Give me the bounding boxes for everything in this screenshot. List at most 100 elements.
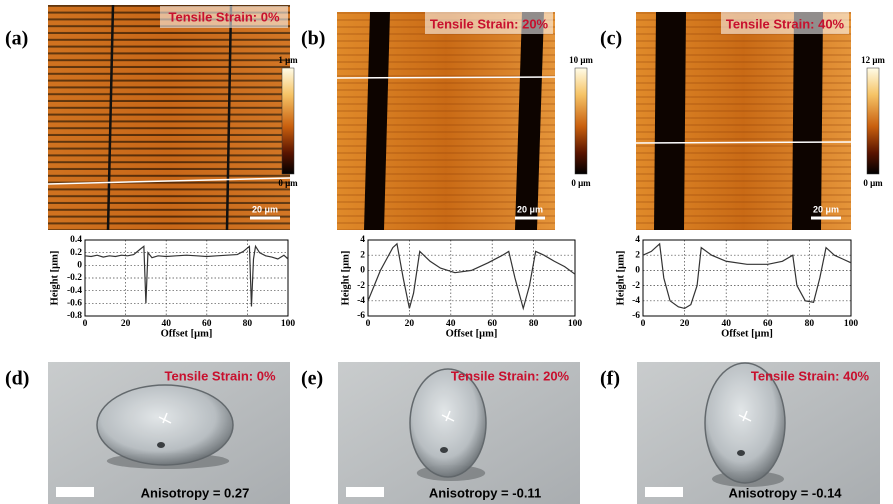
x-tick-label: 60 <box>202 319 212 329</box>
dark-band <box>364 12 390 230</box>
x-tick-label: 40 <box>446 319 456 329</box>
x-tick-label: 80 <box>805 319 815 329</box>
y-tick-label: -6 <box>357 311 365 321</box>
scale-bar-label: 20 μm <box>252 204 278 214</box>
plot-frame <box>367 239 576 317</box>
y-tick-label: 0 <box>360 266 365 276</box>
strain-label: Tensile Strain: 0% <box>168 9 279 24</box>
colorbar <box>866 67 880 175</box>
highlight <box>158 412 172 424</box>
colorbar <box>574 67 588 175</box>
droplet-spot <box>157 442 165 448</box>
y-tick-label: -0.6 <box>67 299 82 309</box>
panel-label: (c) <box>600 28 622 50</box>
y-tick-label: -6 <box>632 311 640 321</box>
colorbar-min: 0 μm <box>278 178 298 188</box>
strain-label: Tensile Strain: 40% <box>726 16 845 31</box>
dark-band <box>792 12 823 230</box>
label-box <box>160 6 288 28</box>
profile-line <box>47 177 291 185</box>
line-series <box>367 242 576 311</box>
y-axis-label: Height [μm] <box>615 251 626 306</box>
x-tick-label: 40 <box>721 319 731 329</box>
droplet <box>409 368 487 478</box>
x-tick-label: 100 <box>281 319 296 329</box>
y-tick-label: -2 <box>632 281 640 291</box>
scale-bar-label: 20 μm <box>813 204 839 214</box>
strain-label: Tensile Strain: 20% <box>430 16 549 31</box>
strain-label: Tensile Strain: 40% <box>751 368 870 383</box>
y-tick-label: -0.8 <box>67 311 82 321</box>
x-axis-label: Offset [μm] <box>161 328 213 339</box>
plot-area <box>643 240 851 316</box>
panel-label: (d) <box>5 368 29 390</box>
plot-area <box>368 240 575 316</box>
x-tick-label: 0 <box>641 319 646 329</box>
x-tick-label: 80 <box>529 319 539 329</box>
colorbar-max: 1 μm <box>278 55 298 65</box>
y-tick-label: 2 <box>635 250 640 260</box>
dark-band <box>515 12 544 230</box>
x-tick-label: 20 <box>121 319 131 329</box>
y-tick-label: -0.2 <box>67 273 82 283</box>
y-axis-label: Height [μm] <box>49 251 60 306</box>
colorbar-max: 10 μm <box>569 55 593 65</box>
x-tick-label: 20 <box>405 319 415 329</box>
x-axis-label: Offset [μm] <box>721 328 773 339</box>
profile-line <box>635 141 852 144</box>
crack <box>225 4 233 231</box>
droplet <box>704 362 786 484</box>
x-tick-label: 60 <box>763 319 773 329</box>
anisotropy-label: Anisotropy = -0.11 <box>429 485 541 500</box>
strain-label: Tensile Strain: 20% <box>451 368 570 383</box>
y-tick-label: 4 <box>635 235 640 245</box>
colorbar-min: 0 μm <box>571 178 591 188</box>
line-series <box>642 242 852 310</box>
y-tick-label: -2 <box>357 281 365 291</box>
droplet <box>96 384 234 466</box>
y-tick-label: 2 <box>360 250 365 260</box>
x-tick-label: 20 <box>680 319 690 329</box>
y-tick-label: -4 <box>357 296 365 306</box>
y-tick-label: 0.2 <box>70 248 82 258</box>
x-axis-label: Offset [μm] <box>446 328 498 339</box>
plot-frame <box>84 239 289 317</box>
crack <box>106 4 115 231</box>
x-tick-label: 0 <box>366 319 371 329</box>
profile-line <box>336 76 556 79</box>
y-tick-label: 4 <box>360 235 365 245</box>
x-tick-label: 0 <box>83 319 88 329</box>
scale-bar <box>346 487 384 497</box>
line-series <box>84 244 289 307</box>
scale-bar <box>645 487 683 497</box>
y-tick-label: 0 <box>77 261 82 271</box>
scale-bar <box>56 487 94 497</box>
x-tick-label: 100 <box>844 319 859 329</box>
afm-shade <box>48 5 290 230</box>
y-axis-label: Height [μm] <box>340 251 351 306</box>
scale-bar-label: 20 μm <box>517 204 543 214</box>
panel-label: (e) <box>301 368 323 390</box>
colorbar-min: 0 μm <box>863 178 883 188</box>
highlight <box>441 410 455 422</box>
plot-frame <box>642 239 852 317</box>
x-tick-label: 60 <box>487 319 497 329</box>
droplet-spot <box>737 450 745 456</box>
x-tick-label: 80 <box>243 319 253 329</box>
panel-label: (a) <box>5 28 28 50</box>
colorbar-max: 12 μm <box>861 55 885 65</box>
x-tick-label: 40 <box>161 319 171 329</box>
panel-label: (b) <box>301 28 325 50</box>
colorbar <box>281 67 295 175</box>
highlight <box>738 410 752 422</box>
strain-label: Tensile Strain: 0% <box>164 368 275 383</box>
y-tick-label: -0.4 <box>67 286 82 296</box>
anisotropy-label: Anisotropy = -0.14 <box>728 485 842 500</box>
label-box <box>721 12 849 34</box>
dark-band <box>654 12 686 230</box>
droplet-spot <box>440 447 448 453</box>
label-box <box>425 12 553 34</box>
y-tick-label: 0 <box>635 266 640 276</box>
anisotropy-label: Anisotropy = 0.27 <box>141 485 250 500</box>
